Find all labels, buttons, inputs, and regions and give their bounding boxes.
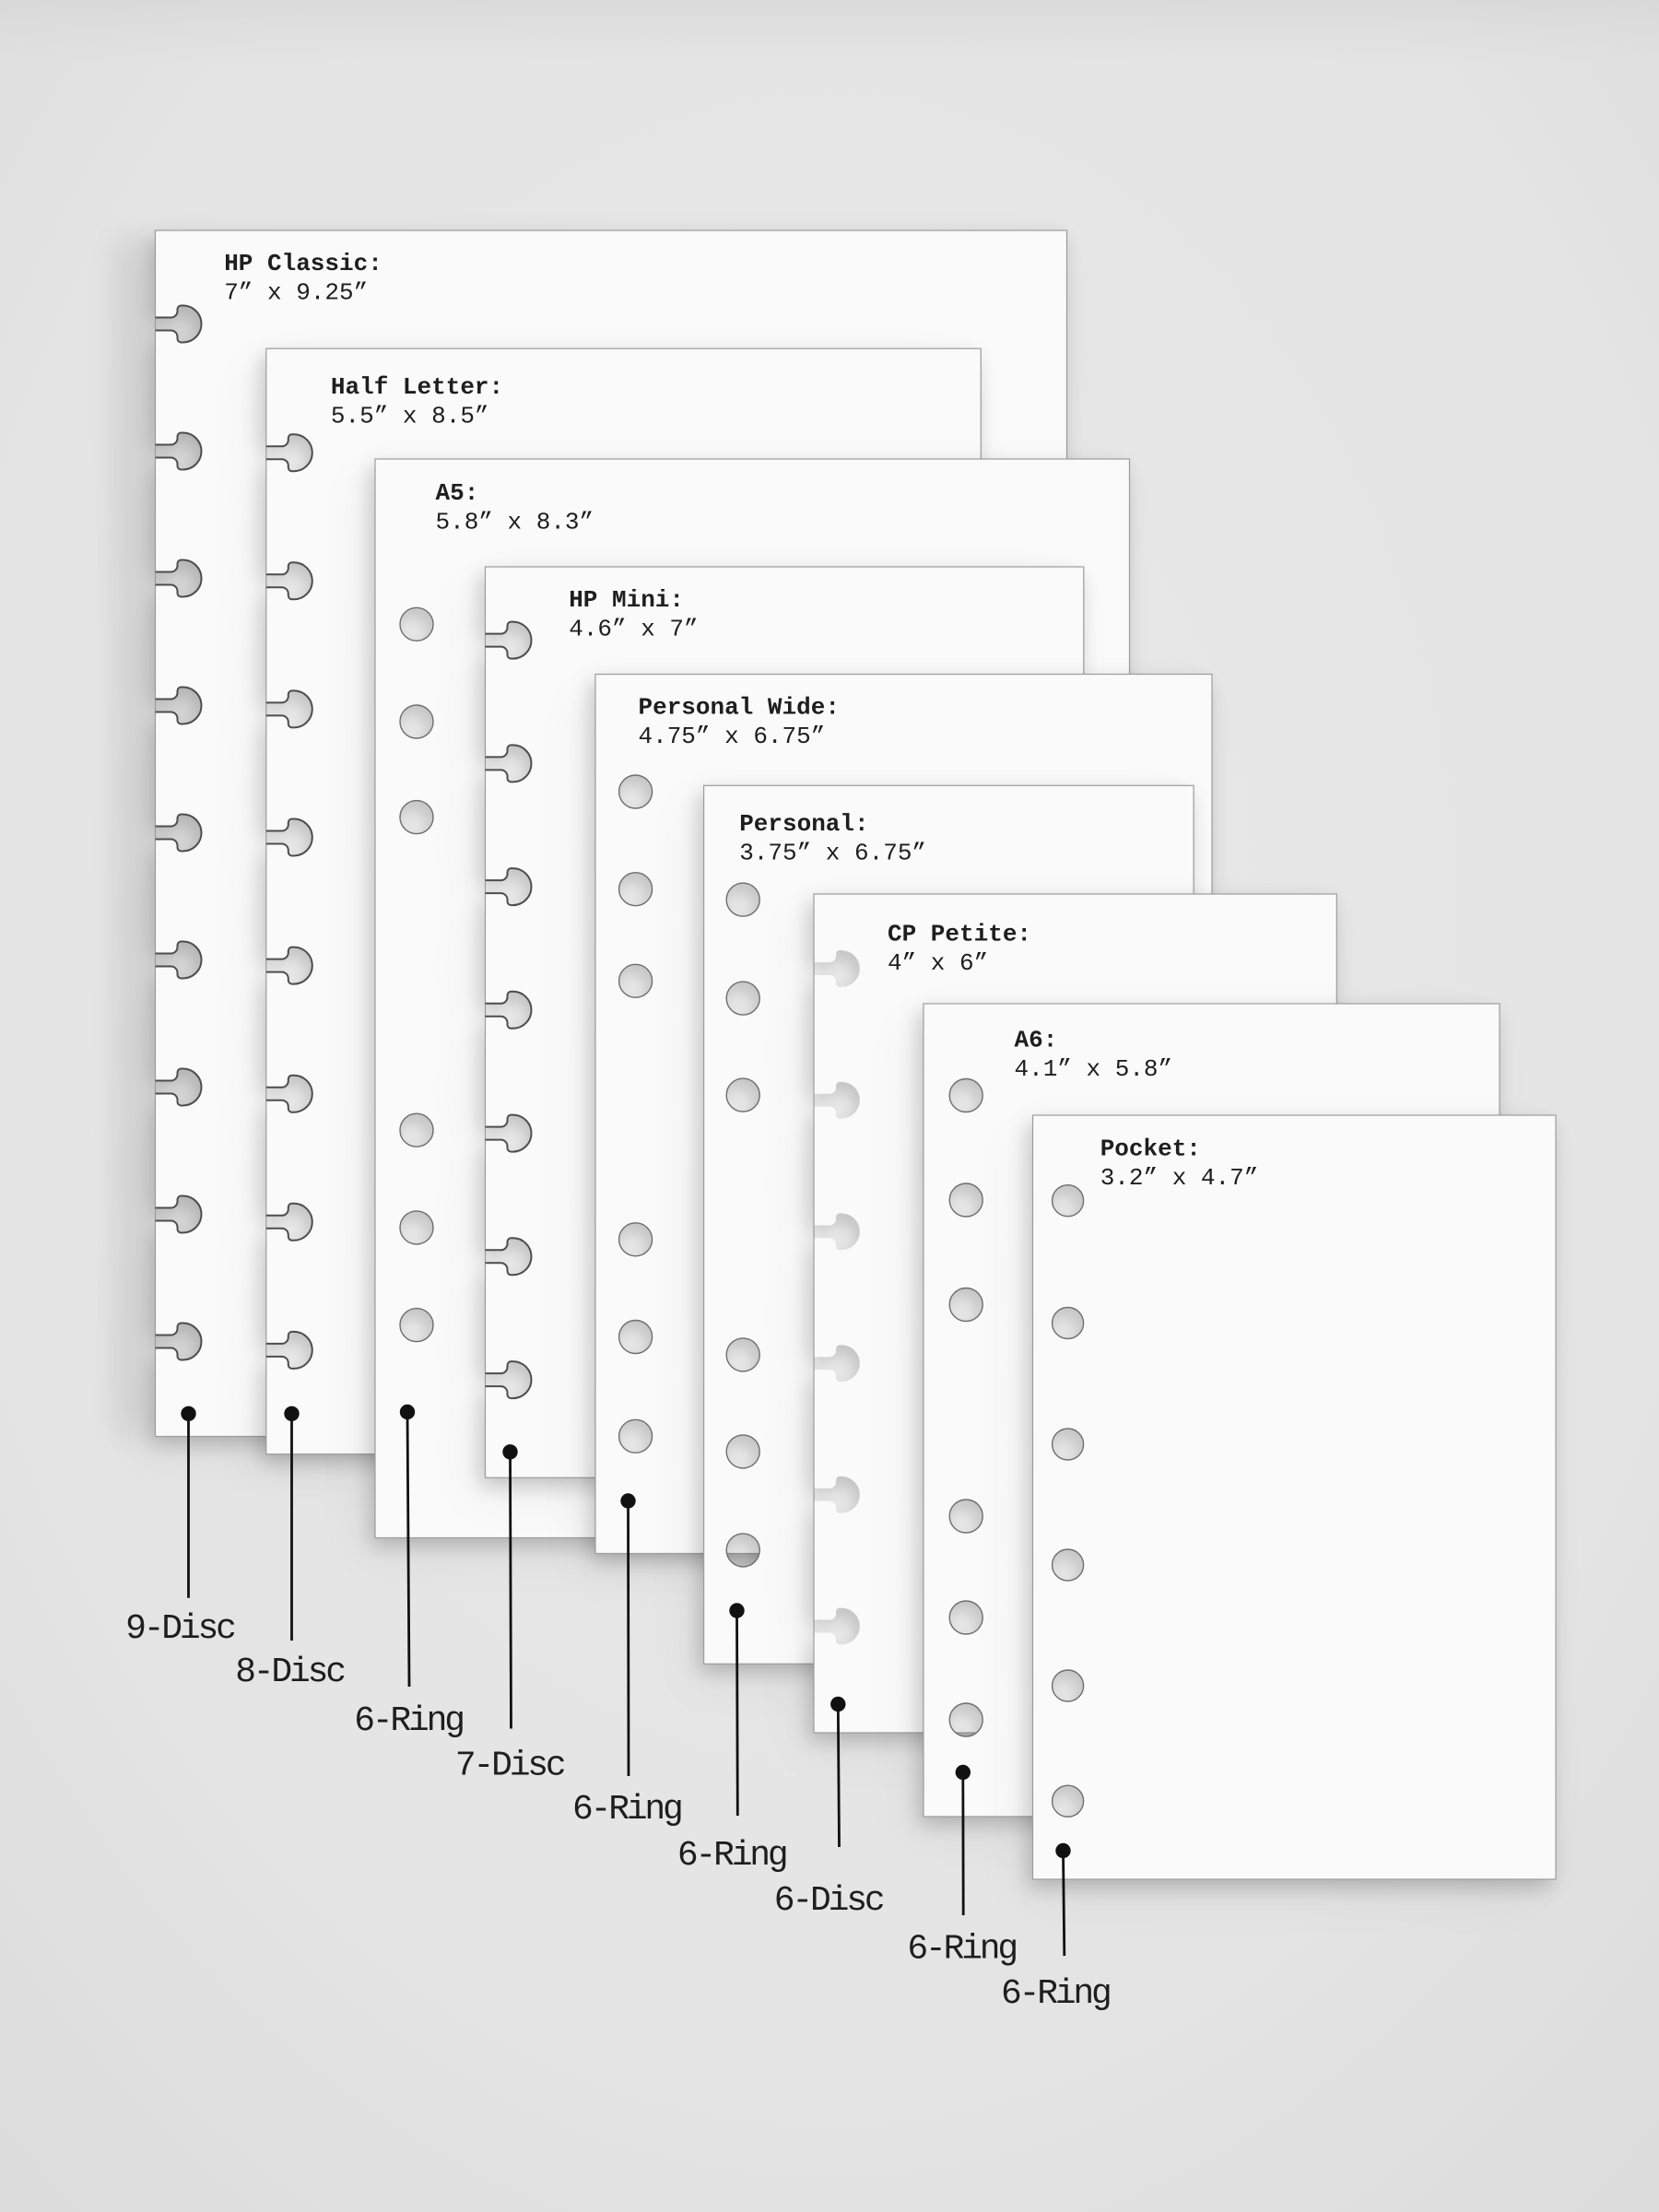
svg-text:8-Disc: 8-Disc — [235, 1653, 345, 1692]
svg-text:HP Classic:: HP Classic: — [224, 250, 382, 277]
svg-text:3.75” x 6.75”: 3.75” x 6.75” — [739, 840, 926, 867]
svg-text:7-Disc: 7-Disc — [455, 1747, 565, 1786]
svg-text:5.5” x 8.5”: 5.5” x 8.5” — [331, 403, 489, 430]
svg-text:HP Mini:: HP Mini: — [569, 586, 684, 614]
svg-text:3.2” x 4.7”: 3.2” x 4.7” — [1100, 1164, 1259, 1192]
svg-text:4.1” x 5.8”: 4.1” x 5.8” — [1015, 1055, 1173, 1083]
svg-text:Personal Wide:: Personal Wide: — [639, 694, 840, 722]
svg-text:Pocket:: Pocket: — [1100, 1135, 1201, 1163]
svg-text:4.75” x 6.75”: 4.75” x 6.75” — [639, 723, 826, 750]
svg-text:6-Ring: 6-Ring — [677, 1836, 786, 1876]
svg-text:Personal:: Personal: — [739, 810, 868, 838]
svg-text:6-Ring: 6-Ring — [1001, 1974, 1110, 2014]
svg-text:A6:: A6: — [1015, 1026, 1058, 1053]
svg-text:6-Ring: 6-Ring — [572, 1790, 681, 1830]
svg-text:6-Ring: 6-Ring — [907, 1930, 1016, 1970]
svg-text:7” x 9.25”: 7” x 9.25” — [224, 279, 368, 307]
svg-text:4.6” x 7”: 4.6” x 7” — [569, 616, 698, 643]
svg-text:Half Letter:: Half Letter: — [331, 373, 503, 401]
svg-text:5.8” x 8.3”: 5.8” x 8.3” — [436, 509, 594, 536]
svg-text:6-Ring: 6-Ring — [354, 1701, 463, 1741]
svg-text:9-Disc: 9-Disc — [125, 1609, 235, 1649]
svg-text:CP Petite:: CP Petite: — [888, 921, 1031, 948]
svg-text:6-Disc: 6-Disc — [774, 1881, 884, 1921]
svg-text:A5:: A5: — [436, 479, 479, 507]
svg-text:4” x 6”: 4” x 6” — [888, 949, 988, 977]
